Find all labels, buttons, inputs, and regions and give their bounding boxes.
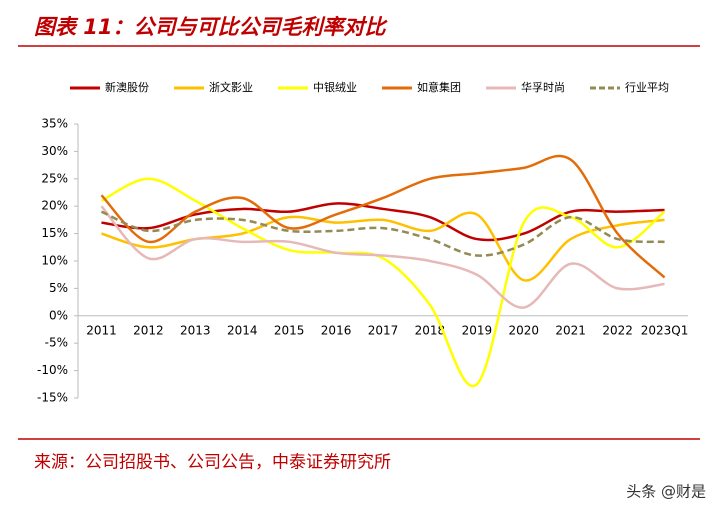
source: 来源：公司招股书、公司公告，中泰证券研究所 (34, 453, 391, 473)
y-tick-label: 10% (41, 254, 68, 268)
y-tick-label: -5% (45, 336, 68, 350)
x-tick-label: 2023Q1 (641, 323, 689, 337)
series-line (100, 210, 665, 257)
series-line (100, 177, 666, 388)
y-tick-label: 30% (41, 144, 68, 158)
series-line (101, 202, 665, 242)
x-tick-label: 2013 (180, 323, 211, 337)
x-tick-label: 2011 (86, 323, 117, 337)
legend-label: 浙文影业 (209, 80, 253, 94)
x-tick-label: 2016 (321, 323, 352, 337)
x-tick-label: 2014 (227, 323, 258, 337)
series-line (100, 154, 666, 279)
y-tick-label: 35% (41, 117, 68, 131)
x-tick-label: 2012 (133, 323, 164, 337)
x-tick-label: 2020 (508, 323, 539, 337)
legend-label: 行业平均 (625, 81, 669, 94)
x-tick-label: 2021 (555, 323, 586, 337)
x-tick-label: 2015 (274, 323, 305, 337)
y-tick-label: 5% (49, 281, 68, 295)
y-tick-label: -15% (37, 391, 68, 405)
y-tick-label: 0% (49, 308, 68, 322)
y-tick-label: 15% (41, 226, 68, 240)
legend-label: 新澳股份 (105, 80, 149, 94)
legend-label: 华孚时尚 (521, 80, 565, 94)
legend-label: 如意集团 (417, 80, 461, 94)
y-tick-label: 20% (41, 199, 68, 213)
x-tick-label: 2019 (462, 323, 493, 337)
x-tick-label: 2018 (415, 323, 446, 337)
y-tick-label: -10% (37, 363, 68, 377)
x-tick-label: 2017 (368, 323, 399, 337)
legend-label: 中银绒业 (313, 80, 357, 94)
y-tick-label: 25% (41, 171, 68, 185)
watermark: 头条 @财是 (626, 483, 706, 501)
chart-title: 图表 11：公司与可比公司毛利率对比 (34, 15, 389, 39)
series-line (100, 205, 665, 309)
x-tick-label: 2022 (602, 323, 633, 337)
